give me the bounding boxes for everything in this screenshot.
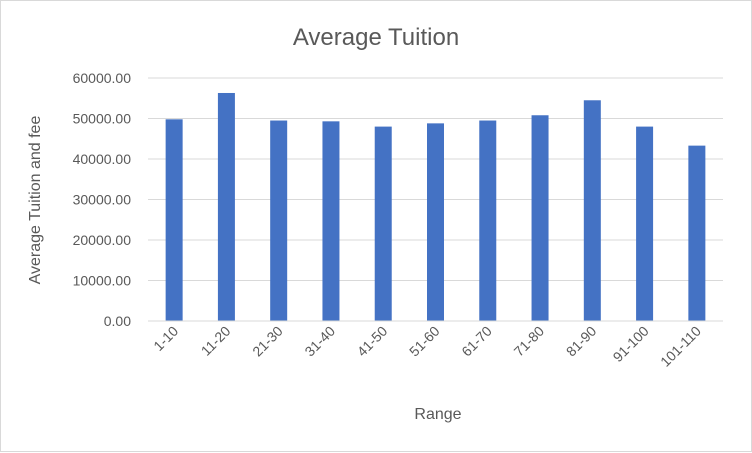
bar-71-80 xyxy=(531,115,549,321)
chart-title: Average Tuition xyxy=(293,24,459,51)
x-axis-label: Range xyxy=(414,406,461,423)
y-tick-label: 20000.00 xyxy=(73,232,132,248)
x-tick-label: 41-50 xyxy=(354,323,391,360)
bar-81-90 xyxy=(583,100,601,322)
y-tick-label: 50000.00 xyxy=(73,111,132,127)
x-tick-label: 11-20 xyxy=(198,323,234,359)
x-tick-label: 1-10 xyxy=(150,323,181,354)
x-tick-label: 21-30 xyxy=(249,323,286,360)
bar-21-30 xyxy=(270,120,288,322)
y-tick-label: 60000.00 xyxy=(73,70,132,86)
y-axis-ticks: 0.00 10000.00 20000.00 30000.00 40000.00 5000… xyxy=(73,70,132,329)
x-tick-label: 61-70 xyxy=(458,323,495,360)
bar-31-40 xyxy=(322,121,340,322)
x-axis-ticks: 1-10 11-20 21-30 31-40 41-50 51-60 61-70 71-80 8… xyxy=(150,323,704,370)
x-tick-label: 101-110 xyxy=(657,323,704,370)
y-tick-label: 10000.00 xyxy=(73,273,132,289)
x-tick-label: 31-40 xyxy=(301,323,338,360)
bars xyxy=(165,92,706,322)
y-tick-label: 30000.00 xyxy=(73,192,132,208)
y-tick-label: 40000.00 xyxy=(73,151,132,167)
bar-11-20 xyxy=(217,92,235,321)
x-tick-label: 71-80 xyxy=(511,323,548,360)
x-tick-label: 51-60 xyxy=(406,323,443,360)
bar-91-100 xyxy=(636,126,654,321)
bar-41-50 xyxy=(374,126,392,321)
x-tick-label: 91-100 xyxy=(610,323,652,365)
y-axis-label: Average Tuition and fee xyxy=(27,116,44,285)
y-tick-label: 0.00 xyxy=(104,313,131,329)
x-tick-label: 81-90 xyxy=(563,323,600,360)
bar-61-70 xyxy=(479,120,497,322)
bar-101-110 xyxy=(688,145,706,321)
bar-1-10 xyxy=(165,119,183,321)
bar-51-60 xyxy=(427,123,444,321)
